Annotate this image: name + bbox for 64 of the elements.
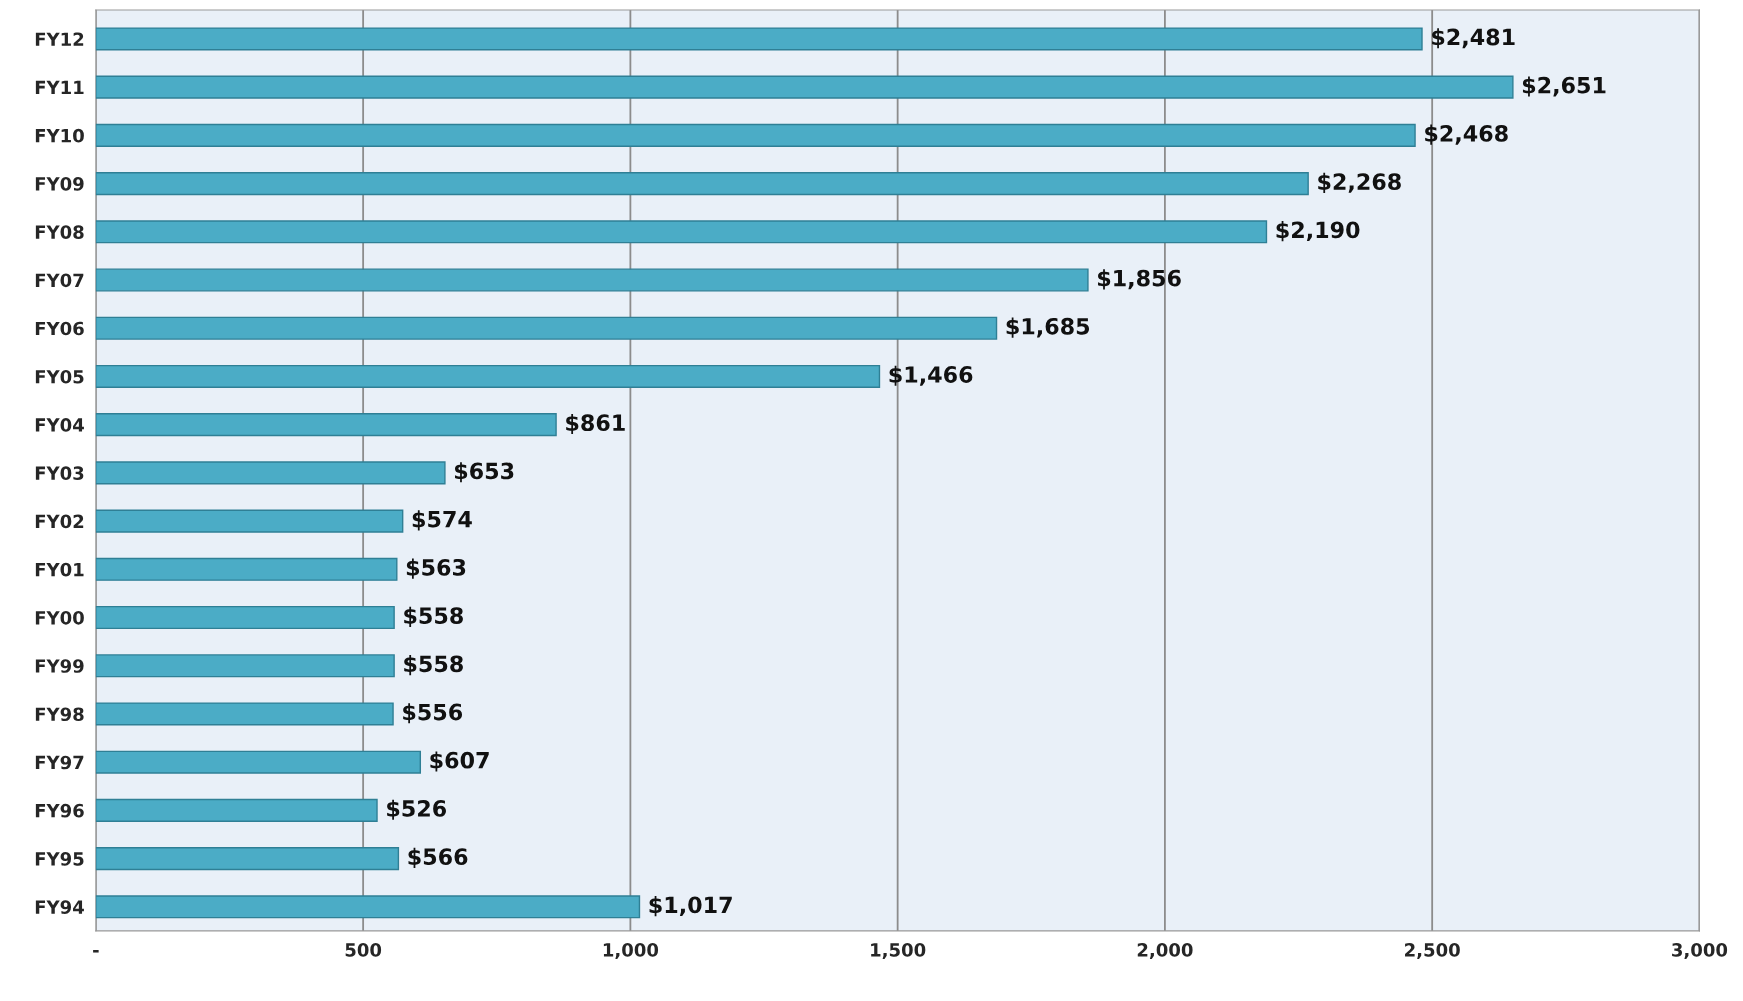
data-label: $1,685 — [1006, 317, 1090, 338]
data-label: $558 — [404, 654, 463, 676]
x-tick-label: 1,500 — [871, 943, 926, 960]
y-tick-label: FY04 — [35, 418, 84, 432]
y-tick-label: FY00 — [35, 610, 84, 625]
bar — [95, 847, 400, 871]
y-tick-label: FY98 — [35, 707, 84, 722]
data-label: $653 — [454, 462, 514, 483]
bar — [95, 364, 881, 388]
y-tick-label: FY03 — [35, 466, 84, 480]
y-tick-label: FY97 — [35, 755, 84, 770]
x-tick-label: 3,000 — [1672, 943, 1728, 960]
bar — [95, 413, 557, 437]
bar — [95, 220, 1268, 244]
y-tick-label: FY10 — [35, 128, 84, 143]
data-label: $2,468 — [1425, 124, 1508, 145]
data-label: $566 — [408, 847, 468, 869]
y-tick-label: FY94 — [35, 900, 84, 914]
bar — [95, 172, 1309, 196]
x-tick-label: 1,000 — [603, 943, 659, 960]
bar — [95, 605, 395, 630]
bar — [95, 702, 394, 726]
x-tick-label: 2,500 — [1405, 943, 1460, 960]
bar — [95, 75, 1514, 99]
x-tick-label: 500 — [345, 943, 382, 957]
y-tick-label: FY01 — [35, 562, 84, 577]
data-label: $1,017 — [649, 896, 732, 917]
data-label: $2,481 — [1432, 28, 1515, 49]
y-tick-label: FY96 — [35, 803, 84, 818]
y-tick-label: FY95 — [35, 852, 84, 866]
y-tick-label: FY09 — [35, 177, 84, 191]
data-label: $1,466 — [889, 365, 973, 386]
data-label: $2,268 — [1318, 172, 1401, 193]
y-tick-label: FY11 — [35, 80, 84, 95]
y-tick-label: FY02 — [35, 514, 84, 529]
y-tick-label: FY05 — [35, 369, 84, 384]
x-tick-label: 2,000 — [1137, 943, 1193, 960]
bar — [95, 461, 446, 485]
x-tick-label: - — [93, 949, 99, 953]
y-tick-label: FY99 — [35, 659, 84, 673]
y-tick-label: FY12 — [35, 32, 84, 46]
data-label: $558 — [404, 606, 463, 627]
data-label: $556 — [403, 703, 463, 724]
data-label: $563 — [406, 558, 466, 579]
data-label: $1,856 — [1098, 269, 1181, 290]
bar — [95, 268, 1089, 292]
data-label: $861 — [566, 413, 625, 435]
data-label: $574 — [412, 510, 472, 531]
bar — [95, 654, 395, 678]
y-tick-label: FY07 — [35, 273, 84, 288]
data-label: $607 — [430, 751, 489, 772]
data-label: $526 — [387, 799, 447, 820]
bar — [95, 509, 404, 533]
y-tick-label: FY08 — [35, 225, 84, 239]
bar — [95, 750, 422, 774]
bar — [95, 27, 1423, 51]
data-label: $2,190 — [1276, 221, 1360, 242]
y-tick-label: FY06 — [35, 321, 84, 336]
bar — [95, 798, 378, 822]
bar — [95, 316, 998, 340]
bar — [95, 895, 641, 919]
bar — [95, 557, 398, 581]
bar — [95, 123, 1416, 147]
data-label: $2,651 — [1522, 76, 1606, 97]
